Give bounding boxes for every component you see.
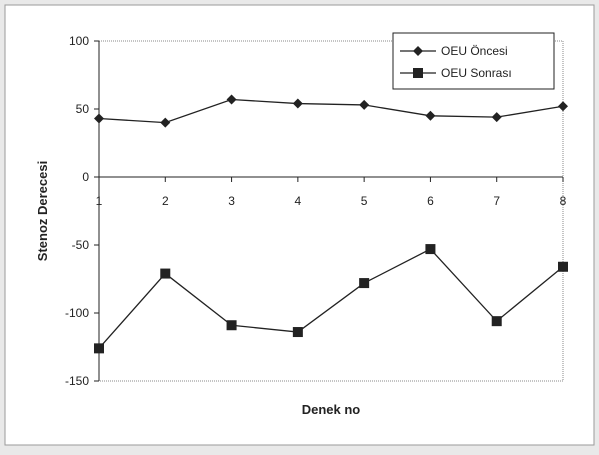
legend-marker bbox=[413, 68, 423, 78]
series-line bbox=[98, 98, 564, 124]
y-axis: 100 50 0 -50 -100 -150 bbox=[65, 34, 100, 388]
legend-box bbox=[392, 32, 555, 90]
plot-area bbox=[98, 40, 564, 382]
diamond-data-point bbox=[160, 117, 171, 128]
square-data-point bbox=[292, 327, 303, 338]
x-tick-label: 1 bbox=[96, 194, 103, 208]
diamond-data-point bbox=[292, 98, 303, 109]
x-tick-label: 8 bbox=[560, 194, 567, 208]
legend: OEU Öncesi OEU Sonrası bbox=[392, 32, 555, 90]
legend-label: OEU Sonrası bbox=[441, 66, 512, 80]
legend-label: OEU Öncesi bbox=[441, 44, 508, 58]
series-layer bbox=[94, 94, 568, 354]
diamond-data-point bbox=[94, 113, 104, 124]
x-tick-label: 6 bbox=[427, 194, 434, 208]
diamond-data-point bbox=[558, 101, 568, 112]
y-tick-label: -50 bbox=[72, 238, 90, 252]
x-tick-label: 7 bbox=[493, 194, 500, 208]
diamond-data-point bbox=[491, 112, 502, 123]
x-tick-label: 5 bbox=[361, 194, 368, 208]
x-axis-title: Denek no bbox=[302, 402, 361, 417]
square-data-point bbox=[425, 244, 436, 255]
series-2 bbox=[94, 244, 568, 354]
x-tick-label: 3 bbox=[228, 194, 235, 208]
square-data-point bbox=[558, 261, 568, 272]
square-data-point bbox=[94, 343, 104, 354]
y-tick-label: -100 bbox=[65, 306, 89, 320]
diamond-data-point bbox=[226, 94, 237, 105]
square-data-point bbox=[359, 278, 370, 289]
series-line bbox=[98, 248, 564, 349]
square-data-point bbox=[160, 268, 171, 279]
square-data-point bbox=[226, 320, 237, 331]
x-axis: 1 2 3 4 5 6 7 8 bbox=[96, 176, 567, 208]
x-tick-label: 4 bbox=[295, 194, 302, 208]
y-tick-label: -150 bbox=[65, 374, 89, 388]
y-tick-label: 50 bbox=[76, 102, 90, 116]
square-data-point bbox=[491, 316, 502, 327]
y-axis-title: Stenoz Derecesi bbox=[35, 161, 50, 261]
diamond-data-point bbox=[425, 110, 436, 121]
diamond-data-point bbox=[359, 99, 370, 110]
y-tick-label: 0 bbox=[82, 170, 89, 184]
x-tick-label: 2 bbox=[162, 194, 169, 208]
legend-marker bbox=[413, 46, 423, 56]
y-tick-label: 100 bbox=[69, 34, 89, 48]
series-1 bbox=[94, 94, 568, 128]
